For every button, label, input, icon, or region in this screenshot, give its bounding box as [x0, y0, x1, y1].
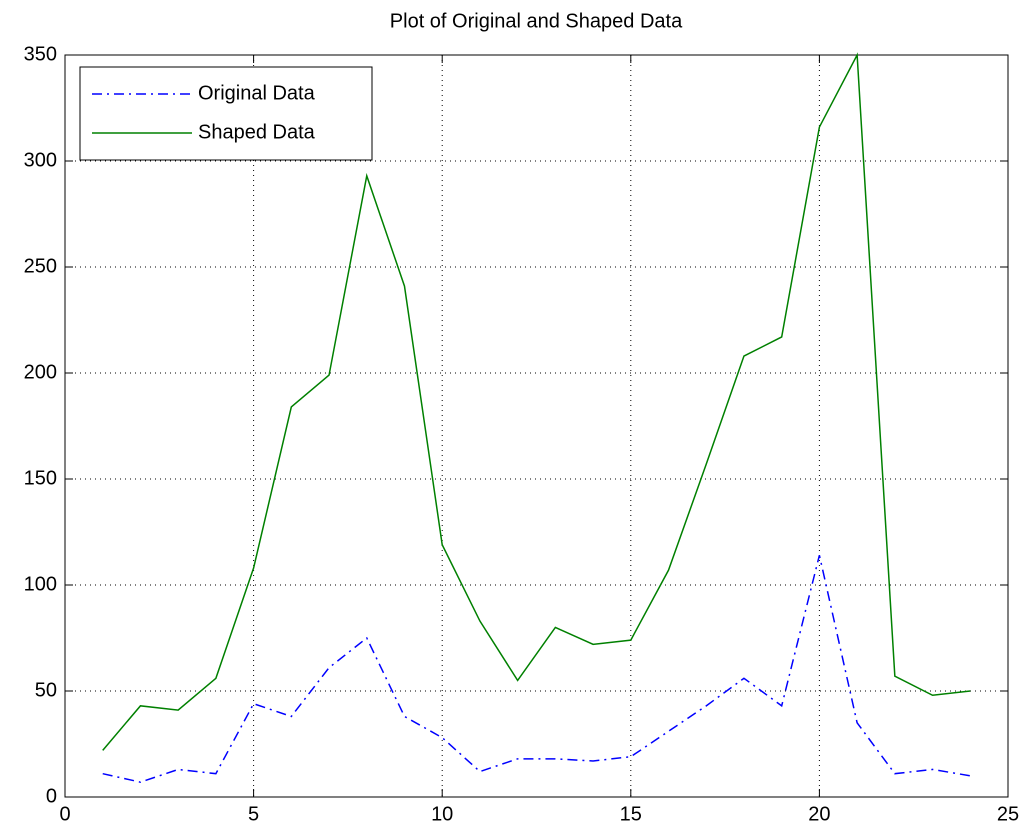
y-tick-label: 200 — [24, 361, 57, 383]
x-tick-label: 10 — [431, 803, 453, 825]
y-tick-label: 100 — [24, 573, 57, 595]
data-line — [102, 555, 971, 783]
legend-label: Shaped Data — [198, 121, 316, 143]
y-tick-label: 50 — [35, 679, 57, 701]
y-tick-label: 150 — [24, 467, 57, 489]
x-tick-label: 5 — [248, 803, 259, 825]
x-tick-label: 15 — [620, 803, 642, 825]
x-tick-label: 25 — [997, 803, 1019, 825]
y-tick-label: 250 — [24, 255, 57, 277]
x-tick-label: 0 — [59, 803, 70, 825]
data-line — [102, 52, 971, 751]
plot-frame — [64, 54, 1009, 798]
y-tick-label: 0 — [46, 785, 57, 807]
legend-box — [79, 66, 373, 161]
legend-label: Original Data — [198, 82, 316, 104]
y-tick-label: 350 — [24, 43, 57, 65]
y-tick-label: 300 — [24, 149, 57, 171]
chart-title: Plot of Original and Shaped Data — [390, 10, 683, 32]
x-tick-label: 20 — [808, 803, 830, 825]
